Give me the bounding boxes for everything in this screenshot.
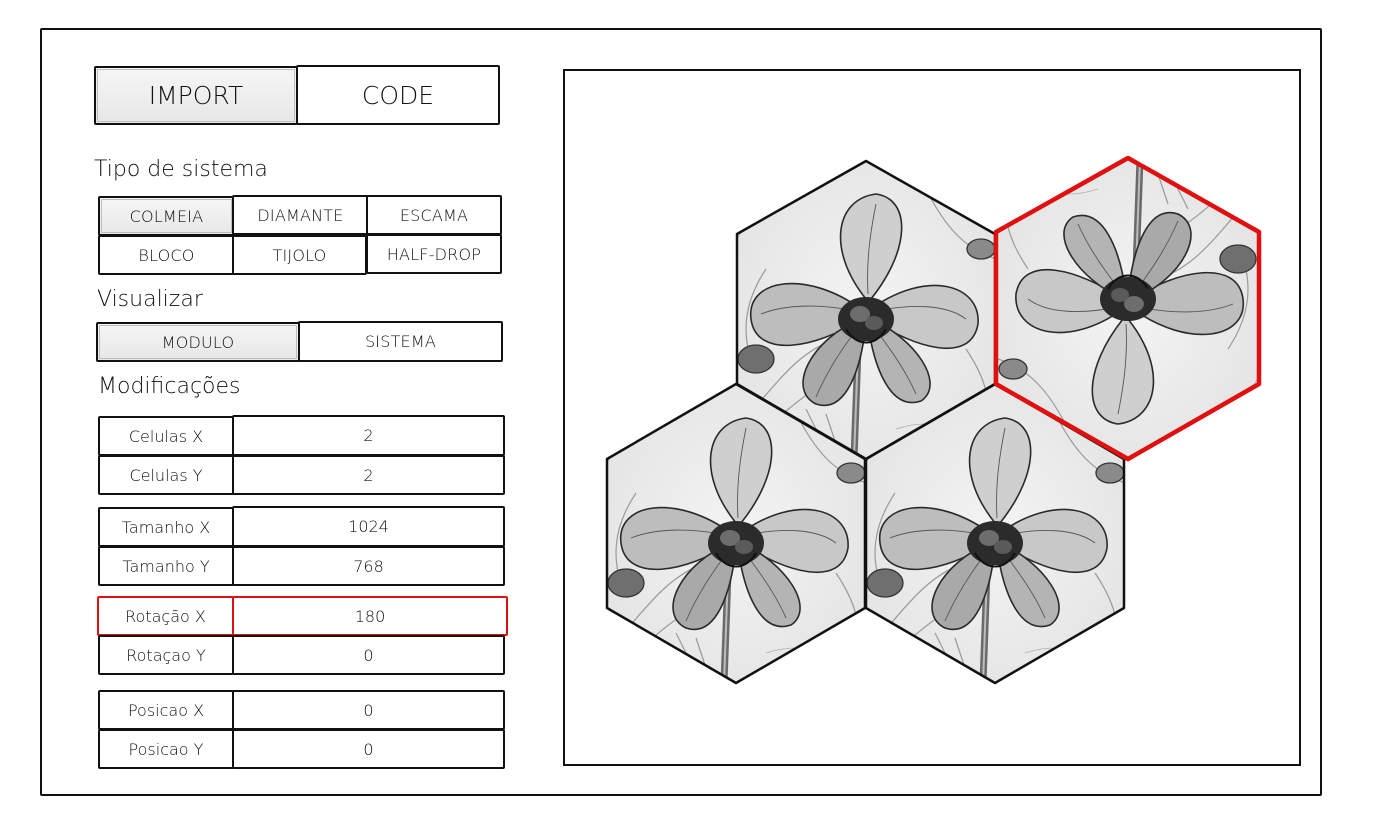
rotation-x-input[interactable]: 180 <box>232 596 508 636</box>
rotation-x-label: Rotação X <box>97 596 234 636</box>
size-x-input[interactable]: 1024 <box>232 506 505 547</box>
position-y-input[interactable]: 0 <box>232 729 505 769</box>
cells-y-label: Celulas Y <box>98 455 234 495</box>
hexagon-tiling-preview <box>605 155 1262 685</box>
size-y-input[interactable]: 768 <box>232 546 505 586</box>
size-x-label: Tamanho X <box>98 507 234 547</box>
size-y-label: Tamanho Y <box>98 546 234 586</box>
system-option-tijolo[interactable]: TIJOLO <box>232 235 367 275</box>
view-module-button[interactable]: MODULO <box>96 322 300 362</box>
app-frame <box>40 28 1322 796</box>
modifications-heading: Modificações <box>98 374 241 399</box>
view-system-button[interactable]: SISTEMA <box>298 321 503 362</box>
preview-canvas[interactable] <box>563 69 1301 766</box>
code-tab[interactable]: CODE <box>296 65 500 125</box>
import-tab[interactable]: IMPORT <box>94 66 298 125</box>
position-x-label: Posicao X <box>98 690 234 730</box>
system-option-half-drop[interactable]: HALF-DROP <box>366 234 502 274</box>
position-x-input[interactable]: 0 <box>232 690 505 730</box>
position-y-label: Posicao Y <box>98 729 234 769</box>
cells-y-input[interactable]: 2 <box>232 455 505 495</box>
cells-x-label: Celulas X <box>98 416 234 456</box>
system-option-bloco[interactable]: BLOCO <box>98 235 235 275</box>
rotation-y-input[interactable]: 0 <box>232 635 505 675</box>
system-option-diamante[interactable]: DIAMANTE <box>232 195 369 235</box>
visualizar-heading: Visualizar <box>97 287 203 312</box>
cells-x-input[interactable]: 2 <box>232 415 505 456</box>
tile-outline-selected <box>993 155 1262 462</box>
system-option-colmeia[interactable]: COLMEIA <box>98 196 235 236</box>
system-type-heading: Tipo de sistema <box>94 157 268 182</box>
rotation-y-label: Rotaçao Y <box>98 635 234 675</box>
system-option-escama[interactable]: ESCAMA <box>366 195 502 235</box>
